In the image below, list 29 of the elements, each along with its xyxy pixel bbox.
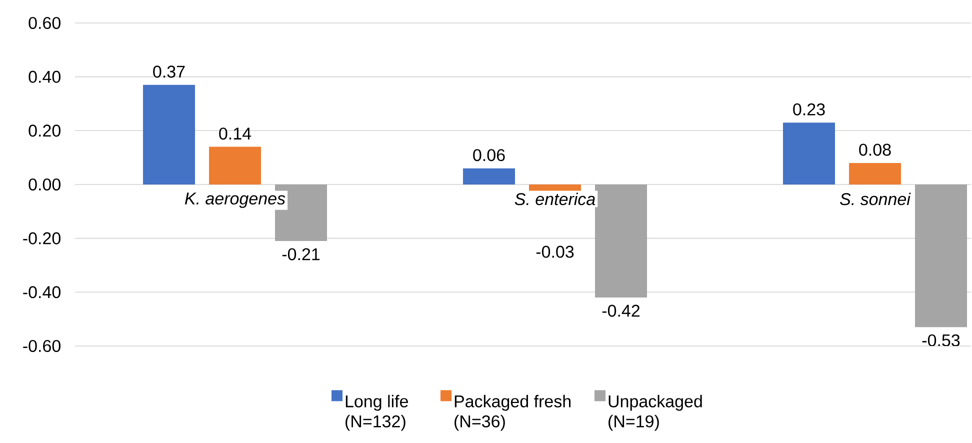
- bar: [849, 162, 901, 184]
- x-tick-label: K. aerogenes: [184, 192, 286, 208]
- legend-label: Unpackaged (N=19): [608, 394, 702, 431]
- y-tick-label: -0.20: [23, 232, 60, 244]
- bar: [595, 184, 647, 298]
- bar: [143, 84, 196, 184]
- bar: [915, 184, 967, 328]
- y-tick-label: -0.60: [23, 340, 60, 352]
- data-label: -0.42: [602, 304, 640, 317]
- y-tick-label: 0.60: [28, 16, 60, 30]
- y-tick-label: 0.40: [28, 70, 60, 83]
- data-label: -0.53: [922, 334, 960, 346]
- legend-label: Packaged fresh (N=36): [454, 394, 570, 431]
- data-label: 0.37: [153, 66, 185, 78]
- bar: [783, 122, 835, 184]
- y-tick-label: 0.20: [28, 124, 60, 137]
- x-tick-label: S. sonnei: [840, 192, 911, 206]
- y-tick-label: 0.00: [28, 178, 60, 191]
- legend-label: Long life (N=132): [346, 394, 408, 431]
- bar: [209, 146, 262, 184]
- x-tick-label: S. enterica: [514, 192, 596, 206]
- data-label: 0.08: [859, 144, 891, 156]
- data-label: 0.23: [793, 103, 825, 116]
- data-label: 0.06: [473, 149, 505, 162]
- bar: [463, 168, 516, 184]
- data-label: -0.21: [282, 248, 320, 260]
- data-label: 0.14: [219, 128, 252, 140]
- y-tick-label: -0.40: [23, 286, 60, 298]
- data-label: -0.03: [536, 246, 574, 258]
